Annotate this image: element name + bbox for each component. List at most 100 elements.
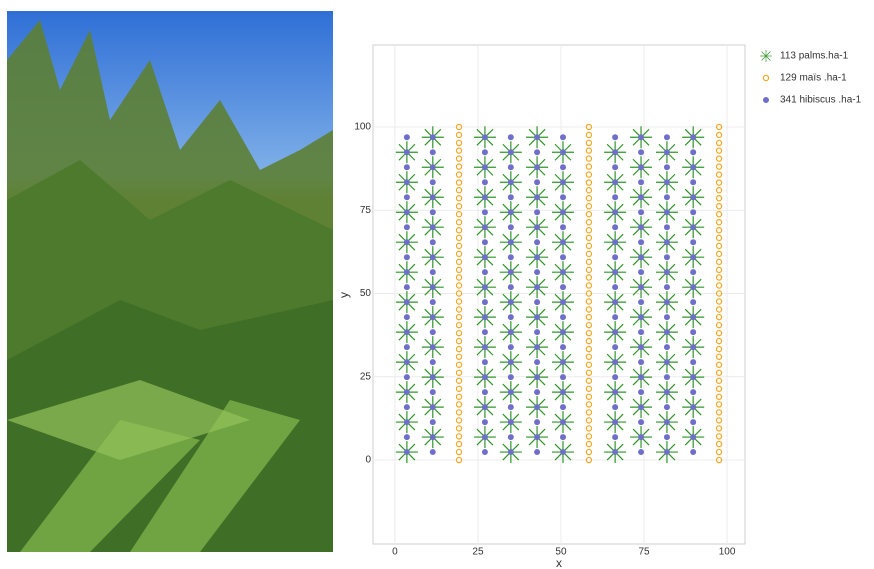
point	[690, 374, 696, 380]
photo	[7, 11, 333, 552]
point	[664, 434, 670, 440]
point	[534, 344, 540, 350]
point	[690, 164, 696, 170]
point	[430, 149, 436, 155]
y-tick-label: 25	[360, 371, 372, 382]
x-tick-label: 75	[638, 547, 650, 558]
point	[534, 269, 540, 275]
point	[612, 389, 618, 395]
point	[664, 299, 670, 305]
point	[690, 419, 696, 425]
point	[482, 449, 488, 455]
point	[612, 419, 618, 425]
point	[430, 254, 436, 260]
point	[534, 449, 540, 455]
point	[638, 344, 644, 350]
point	[664, 239, 670, 245]
point	[430, 269, 436, 275]
point	[638, 254, 644, 260]
point	[638, 434, 644, 440]
figure: 02550751000255075100 x y 113 palms.ha-11…	[0, 0, 874, 569]
legend-entry: 129 maïs .ha-1	[763, 73, 847, 84]
point	[508, 269, 514, 275]
point	[482, 374, 488, 380]
point	[534, 149, 540, 155]
point	[482, 149, 488, 155]
point	[690, 179, 696, 185]
point	[560, 269, 566, 275]
point	[508, 389, 514, 395]
point	[404, 344, 410, 350]
point	[430, 209, 436, 215]
point	[638, 194, 644, 200]
x-tick-label: 100	[719, 547, 736, 558]
point	[508, 299, 514, 305]
point	[534, 389, 540, 395]
point	[612, 434, 618, 440]
point	[664, 179, 670, 185]
point	[664, 164, 670, 170]
point	[612, 374, 618, 380]
point	[482, 209, 488, 215]
point	[560, 374, 566, 380]
point	[508, 434, 514, 440]
point	[560, 389, 566, 395]
y-tick-label: 100	[354, 122, 371, 133]
point	[534, 419, 540, 425]
point	[690, 449, 696, 455]
point	[690, 359, 696, 365]
legend-label: 113 palms.ha-1	[780, 51, 849, 62]
point	[690, 239, 696, 245]
point	[508, 449, 514, 455]
legend-symbol	[763, 97, 769, 103]
point	[612, 224, 618, 230]
point	[612, 164, 618, 170]
point	[430, 389, 436, 395]
point	[482, 239, 488, 245]
point	[638, 389, 644, 395]
point	[612, 149, 618, 155]
point	[430, 344, 436, 350]
point	[482, 389, 488, 395]
point	[638, 284, 644, 290]
point	[404, 329, 410, 335]
point	[664, 389, 670, 395]
point	[664, 254, 670, 260]
point	[612, 449, 618, 455]
point	[664, 134, 670, 140]
point	[508, 209, 514, 215]
legend-symbol	[760, 50, 772, 62]
point	[404, 239, 410, 245]
point	[612, 194, 618, 200]
point	[508, 329, 514, 335]
point	[534, 329, 540, 335]
point	[482, 434, 488, 440]
point	[690, 434, 696, 440]
point	[560, 404, 566, 410]
point	[664, 404, 670, 410]
point	[664, 344, 670, 350]
point	[508, 359, 514, 365]
point	[612, 134, 618, 140]
point	[534, 224, 540, 230]
point	[508, 164, 514, 170]
point	[430, 449, 436, 455]
point	[404, 314, 410, 320]
point	[690, 269, 696, 275]
point	[690, 314, 696, 320]
point	[638, 329, 644, 335]
point	[508, 344, 514, 350]
point	[560, 209, 566, 215]
point	[404, 419, 410, 425]
point	[482, 404, 488, 410]
point	[690, 344, 696, 350]
point	[612, 314, 618, 320]
point	[430, 239, 436, 245]
point	[690, 134, 696, 140]
point	[534, 239, 540, 245]
point	[560, 239, 566, 245]
point	[638, 149, 644, 155]
point	[508, 239, 514, 245]
point	[534, 359, 540, 365]
point	[690, 194, 696, 200]
